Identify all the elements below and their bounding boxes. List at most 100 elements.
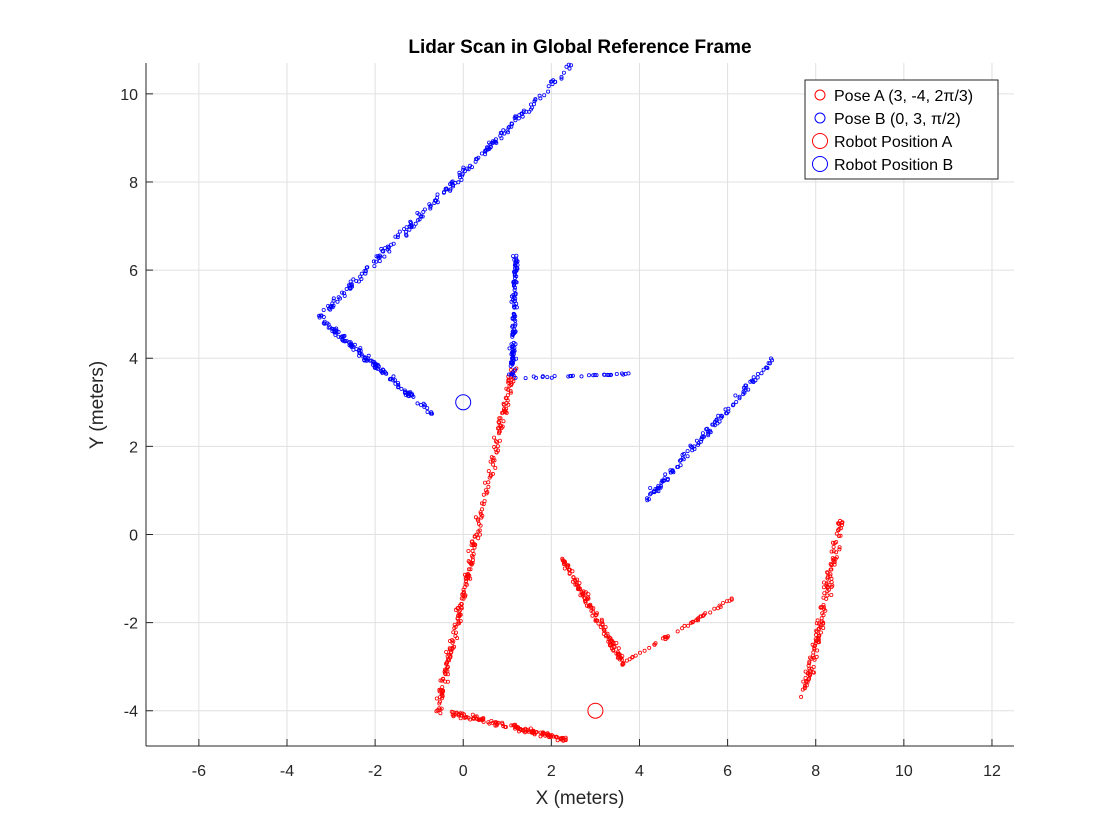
scan-point (584, 603, 589, 608)
scan-point (660, 479, 665, 484)
scan-point (706, 430, 711, 435)
scan-point (380, 370, 385, 375)
scan-point (470, 548, 475, 553)
scan-point (507, 372, 512, 377)
scan-point (461, 165, 466, 170)
scan-point (799, 694, 804, 699)
scan-point (838, 533, 843, 538)
scan-point (410, 393, 415, 398)
scan-point (402, 388, 407, 393)
scan-point (510, 343, 515, 348)
series-1 (434, 366, 845, 743)
scan-point (581, 592, 586, 597)
scan-point (495, 448, 500, 453)
scan-point (689, 620, 694, 625)
scan-point (501, 407, 506, 412)
series-4 (455, 394, 472, 411)
scan-point (364, 265, 369, 270)
scan-point (655, 485, 660, 490)
scan-point (506, 377, 511, 382)
scan-point (469, 165, 474, 170)
scan-point (751, 375, 756, 380)
scan-point (448, 655, 453, 660)
scan-point (399, 386, 404, 391)
scan-point (523, 376, 528, 381)
scan-point (445, 679, 450, 684)
scan-point (504, 406, 509, 411)
scan-point (819, 605, 824, 610)
scan-point (802, 686, 807, 691)
scan-point (357, 347, 362, 352)
scan-point (663, 635, 668, 640)
scan-point (540, 374, 545, 379)
scan-point (685, 454, 690, 459)
series-2 (317, 62, 775, 503)
scan-point (509, 377, 514, 382)
scan-point (510, 334, 515, 339)
scan-point (495, 444, 500, 449)
scan-point (807, 659, 812, 664)
scan-point (812, 644, 817, 649)
scan-point (514, 305, 519, 310)
scan-point (466, 567, 471, 572)
scan-point (330, 326, 335, 331)
scan-point (824, 596, 829, 601)
scan-point (411, 224, 416, 229)
scan-point (708, 430, 713, 435)
scan-point (656, 483, 661, 488)
scan-point (472, 543, 477, 548)
scan-point (603, 625, 608, 630)
scan-point (328, 307, 333, 312)
scan-point (506, 380, 511, 385)
scan-point (513, 279, 518, 284)
scan-point (563, 738, 568, 743)
scan-point (807, 676, 812, 681)
scan-point (497, 438, 502, 443)
scan-point (807, 666, 812, 671)
scan-point (714, 417, 719, 422)
scan-point (488, 145, 493, 150)
scan-point (501, 724, 506, 729)
scan-points (317, 62, 845, 743)
scan-point (340, 337, 345, 342)
scan-point (836, 534, 841, 539)
scan-point (686, 623, 691, 628)
scan-point (413, 221, 418, 226)
scan-point (761, 367, 766, 372)
scan-point (433, 198, 438, 203)
x-tick-label: 0 (459, 763, 468, 780)
scan-point (490, 139, 495, 144)
scan-point (489, 719, 494, 724)
scan-point (599, 617, 604, 622)
scan-point (402, 390, 407, 395)
scan-point (708, 610, 713, 615)
scan-point (486, 484, 491, 489)
scan-point (507, 346, 512, 351)
scan-point (492, 435, 497, 440)
scan-point (382, 254, 387, 259)
scan-point (582, 595, 587, 600)
scan-point (505, 130, 510, 135)
scan-point (448, 187, 453, 192)
scan-point (391, 241, 396, 246)
scan-point (379, 246, 384, 251)
scan-point (531, 374, 536, 379)
scan-point (712, 606, 717, 611)
scan-point (513, 291, 518, 296)
scan-point (633, 653, 638, 658)
scan-point (447, 639, 452, 644)
scan-point (659, 484, 664, 489)
scan-point (407, 391, 412, 396)
scan-point (491, 462, 496, 467)
scan-point (560, 556, 565, 561)
scan-point (512, 367, 517, 372)
scan-point (513, 296, 518, 301)
scan-point (421, 209, 426, 214)
scan-point (538, 96, 543, 101)
scan-point (564, 64, 569, 69)
scan-point (648, 492, 653, 497)
scan-point (551, 78, 556, 83)
scan-point (442, 667, 447, 672)
scan-point (463, 715, 468, 720)
x-tick-label: -6 (192, 763, 206, 780)
